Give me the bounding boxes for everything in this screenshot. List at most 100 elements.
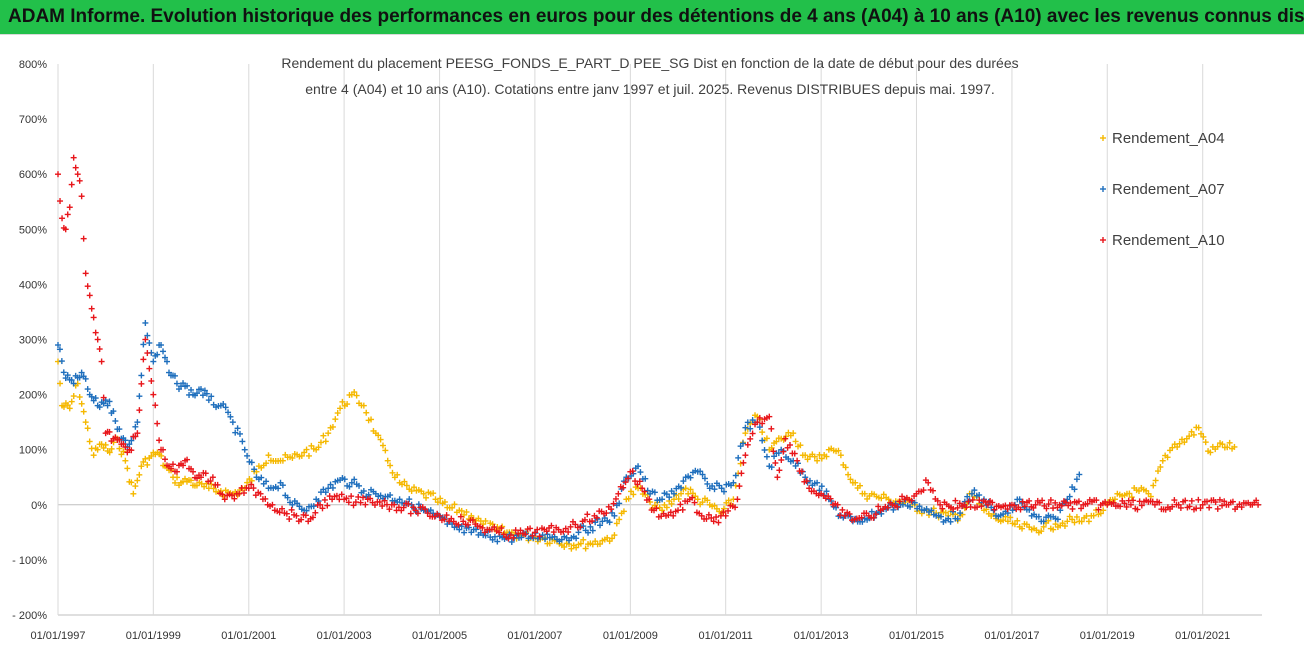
data-point — [332, 416, 339, 423]
data-point — [575, 529, 582, 536]
data-point — [899, 501, 906, 508]
data-point — [98, 441, 105, 448]
data-point — [786, 441, 793, 448]
data-point — [144, 461, 151, 468]
data-point — [337, 405, 344, 412]
data-point — [64, 402, 71, 409]
data-point — [64, 372, 71, 379]
data-point — [138, 372, 145, 379]
data-point — [351, 476, 358, 483]
data-point — [205, 397, 212, 404]
data-point — [737, 460, 744, 467]
data-point — [1111, 496, 1118, 503]
data-point — [756, 424, 763, 431]
data-point — [60, 369, 67, 376]
data-point — [725, 507, 732, 514]
data-point — [100, 444, 107, 451]
data-point — [846, 510, 853, 517]
data-point — [80, 408, 87, 415]
data-point — [954, 515, 961, 522]
data-point — [699, 499, 706, 506]
data-point — [437, 495, 444, 502]
data-point — [572, 521, 579, 528]
chart-area: 800% 700% 600% 500% 400% 300% 200% 100% 0% - 100%… — [0, 34, 1304, 655]
data-point — [534, 526, 541, 533]
data-point — [339, 398, 346, 405]
data-point — [122, 444, 129, 451]
data-point — [770, 448, 777, 455]
data-point — [279, 457, 286, 464]
data-point — [495, 529, 502, 536]
data-point — [138, 463, 145, 470]
data-point — [582, 545, 589, 552]
data-point — [990, 507, 997, 514]
data-point — [1032, 501, 1039, 508]
data-point — [945, 515, 952, 522]
data-point — [84, 425, 91, 432]
data-point — [616, 516, 623, 523]
data-point — [172, 479, 179, 486]
data-point — [376, 499, 383, 506]
data-point — [197, 474, 204, 481]
data-point — [691, 499, 698, 506]
data-point — [116, 436, 123, 443]
data-point — [214, 481, 221, 488]
data-point — [971, 487, 978, 494]
data-point — [678, 490, 685, 497]
data-point — [687, 474, 694, 481]
data-point — [740, 459, 747, 466]
data-point — [522, 531, 529, 538]
data-point — [203, 390, 210, 397]
data-point — [136, 471, 143, 478]
data-point — [646, 496, 653, 503]
data-point — [859, 518, 866, 525]
data-point — [84, 283, 91, 290]
data-point — [482, 532, 489, 539]
data-point — [1019, 525, 1026, 532]
data-point — [122, 437, 129, 444]
data-point — [711, 486, 718, 493]
legend-item: Rendement_A04 — [1100, 130, 1225, 147]
data-point — [754, 419, 761, 426]
data-point — [303, 507, 310, 514]
data-point — [1195, 424, 1202, 431]
data-point — [1182, 497, 1189, 504]
data-point — [880, 491, 887, 498]
data-point — [244, 452, 251, 459]
data-point — [482, 517, 489, 524]
data-point — [293, 512, 300, 519]
data-point — [791, 450, 798, 457]
data-point — [289, 454, 296, 461]
data-point — [636, 478, 643, 485]
data-point — [536, 533, 543, 540]
data-point — [142, 336, 149, 343]
data-point — [659, 496, 666, 503]
data-point — [589, 527, 596, 534]
data-point — [100, 400, 107, 407]
data-point — [106, 398, 113, 405]
x-axis: 01/01/1997 01/01/1999 01/01/2001 01/01/2003… — [30, 630, 1230, 642]
data-point — [325, 430, 332, 437]
data-point — [756, 414, 763, 421]
data-point — [312, 509, 319, 516]
data-point — [338, 491, 345, 498]
data-point — [1050, 526, 1057, 533]
data-point — [1188, 497, 1195, 504]
data-point — [577, 540, 584, 547]
data-point — [134, 419, 141, 426]
data-point — [835, 447, 842, 454]
data-point — [896, 498, 903, 505]
data-point — [150, 358, 157, 365]
data-point — [231, 495, 238, 502]
data-point — [780, 448, 787, 455]
data-point — [469, 517, 476, 524]
data-point — [150, 391, 157, 398]
data-point — [704, 497, 711, 504]
data-point — [1134, 506, 1141, 513]
data-point — [593, 514, 600, 521]
data-point — [387, 462, 394, 469]
data-point — [110, 408, 117, 415]
data-point — [225, 409, 232, 416]
data-point — [298, 452, 305, 459]
data-point — [146, 339, 153, 346]
